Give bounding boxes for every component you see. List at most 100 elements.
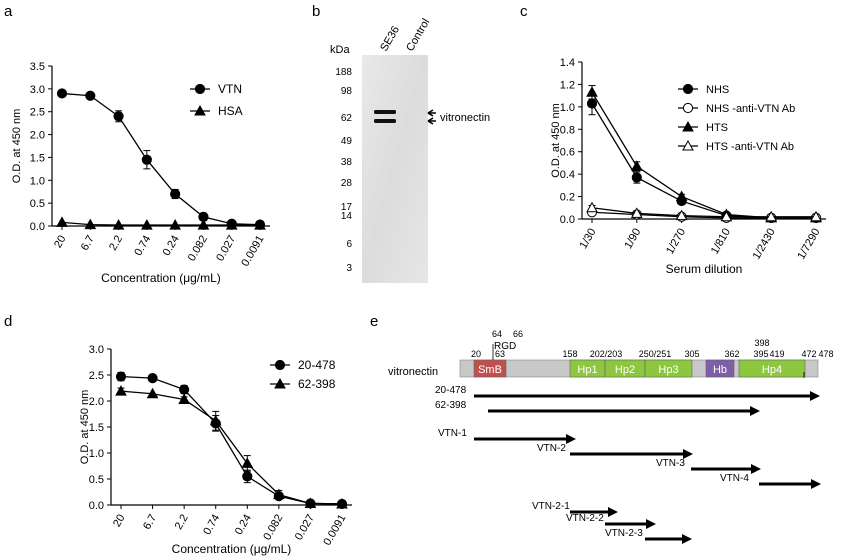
x-tick-label: 0.027 [293, 513, 317, 543]
data-point [765, 210, 778, 222]
legend-label: HTS [706, 122, 728, 134]
data-point [675, 190, 688, 202]
residue-label: 250/251 [639, 349, 672, 359]
domain-label: Hp3 [658, 364, 678, 376]
y-tick-label: 0.5 [89, 474, 104, 486]
x-tick-label: 0.74 [201, 513, 222, 538]
legend-marker [194, 104, 206, 116]
mw-marker-label: 38 [341, 157, 353, 168]
series-line [120, 390, 343, 505]
x-tick-label: 0.74 [132, 234, 153, 259]
domain-label: Hb [713, 364, 727, 376]
legend-label: 20-478 [298, 358, 336, 372]
panel-label-c: c [520, 3, 528, 20]
domain-hp4 [738, 359, 806, 378]
y-tick-label: 0.6 [560, 147, 575, 159]
y-tick-label: 1.5 [30, 152, 45, 164]
arrow-head-icon [810, 391, 820, 401]
arrow-head-icon [683, 449, 693, 459]
data-point [56, 216, 68, 227]
x-axis-label: Concentration (μg/mL) [172, 542, 292, 556]
residue-label: 66 [513, 329, 523, 339]
residue-label: 158 [562, 349, 577, 359]
chart-a: 0.0 0.5 1.0 1.5 2.0 2.5 3.0 3.5 20 6.7 2.2 0.74 0.24… [11, 61, 270, 285]
mw-marker-label: 28 [341, 178, 353, 189]
y-tick-label: 0.0 [560, 214, 575, 226]
residue-label: 472 [801, 349, 816, 359]
series-vtn [56, 88, 266, 230]
band-upper [374, 110, 396, 114]
y-tick-label: 0.5 [30, 198, 45, 210]
data-point [115, 385, 127, 396]
y-tick-label: 1.0 [30, 175, 45, 187]
y-tick-label: 1.5 [89, 422, 104, 434]
series-line [591, 207, 816, 218]
x-tick-label: 1/7290 [795, 227, 822, 262]
y-tick-label: 3.0 [89, 344, 104, 356]
data-point [197, 219, 210, 230]
series-62-398 [115, 385, 348, 509]
arrow-head-icon [646, 519, 656, 529]
x-tick-label: 1/810 [709, 227, 733, 257]
y-tick-label: 2.0 [89, 396, 104, 408]
x-tick-label: 0.0091 [321, 513, 348, 548]
y-tick-label: 2.0 [30, 130, 45, 142]
x-tick-label: 0.24 [161, 234, 182, 259]
y-tick-label: 1.4 [560, 57, 575, 69]
band-label: vitronectin [440, 112, 490, 124]
chart-c: 0.0 0.2 0.4 0.6 0.8 1.0 1.2 1.4 1/30 1/90 1/270 1/8… [550, 57, 826, 276]
legend-marker [682, 120, 694, 132]
panel-label-e: e [370, 313, 378, 330]
legend-label: HSA [218, 104, 243, 118]
series-hsa [56, 216, 266, 230]
data-point [225, 219, 238, 230]
data-point [169, 219, 181, 230]
domain-map: vitronectin SmB Hp1 Hp2 Hp3 Hb Hp4 20 63 64 66 15… [388, 329, 834, 544]
data-point [84, 218, 97, 230]
arrow-head-icon [751, 464, 761, 474]
x-tick-label: 6.7 [141, 513, 159, 532]
y-tick-label: 3.5 [30, 61, 45, 73]
y-tick-label: 1.2 [560, 79, 575, 91]
constructs: 20-47862-398VTN-1VTN-2VTN-3VTN-4VTN-2-1V… [435, 385, 821, 544]
x-tick-label: 0.027 [214, 234, 238, 264]
y-tick-label: 3.0 [30, 84, 45, 96]
x-tick-label: 1/30 [577, 227, 598, 252]
data-point [630, 160, 643, 171]
y-axis-label: O.D. at 450 nm [11, 109, 23, 184]
construct-label: VTN-2-1 [532, 501, 570, 512]
y-axis-label: O.D. at 450 nm [79, 390, 91, 465]
arrow-head-icon [811, 479, 821, 489]
residue-label: 419 [769, 349, 784, 359]
mw-marker-label: 49 [341, 136, 353, 147]
mw-marker-label: 14 [341, 211, 353, 222]
band-lower [374, 119, 396, 123]
data-point [113, 111, 124, 122]
mw-marker-label: 188 [335, 67, 352, 78]
arrow-head-icon [682, 534, 692, 544]
domain-label: Hp1 [577, 364, 597, 376]
legend-marker [682, 102, 694, 114]
x-axis-label: Serum dilution [666, 262, 743, 276]
residue-label: 478 [818, 349, 833, 359]
residue-label: 63 [495, 349, 505, 359]
data-point [675, 209, 688, 221]
legend-marker [274, 359, 286, 371]
construct-label: VTN-2-3 [605, 528, 643, 539]
y-tick-label: 0.2 [560, 192, 575, 204]
data-point [586, 98, 598, 109]
y-tick-label: 2.5 [30, 107, 45, 119]
x-axis-label: Concentration (μg/mL) [101, 271, 221, 285]
data-point [336, 497, 348, 509]
arrow-head-icon [566, 434, 576, 444]
data-point [85, 90, 96, 101]
data-point [630, 207, 643, 218]
lane-label-se36: SE36 [378, 24, 402, 53]
data-point [141, 154, 152, 165]
y-tick-label: 0.8 [560, 124, 575, 136]
data-point [631, 172, 642, 183]
domain-boxes: SmB Hp1 Hp2 Hp3 Hb Hp4 [473, 359, 806, 378]
legend-label: HTS -anti-VTN Ab [706, 141, 794, 153]
residue-label: 395 [753, 349, 768, 359]
x-tick-label: 0.082 [186, 234, 210, 264]
